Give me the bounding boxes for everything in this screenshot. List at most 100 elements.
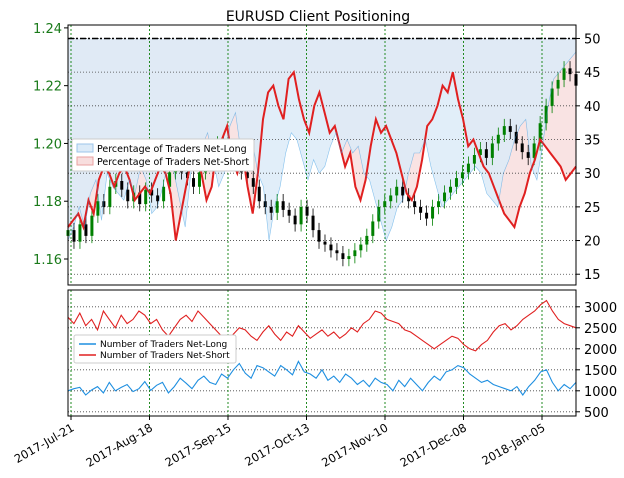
- candle-body-7: [108, 186, 112, 207]
- left-tick-label-1: 1.18: [33, 195, 62, 210]
- top-panel: 1.16 1.18 1.20 1.22 1.24 15 20 25 30 35 40 45 50 Pe…: [33, 22, 601, 286]
- legend-label-short: Percentage of Traders Net-Short: [97, 157, 249, 168]
- candle-body-62: [437, 201, 441, 207]
- x-tick-label-6: 2018-Jan-05: [479, 420, 547, 467]
- bottom-panel: 500 1000 1500 2000 2500 3000 Number of Trader…: [67, 289, 617, 421]
- candle-body-53: [383, 201, 387, 207]
- candle-body-22: [197, 172, 201, 187]
- candle-body-71: [490, 143, 494, 158]
- bottom-right-tick-label-5: 3000: [584, 301, 617, 316]
- candle-body-31: [251, 178, 255, 187]
- right-tick-label-3: 30: [584, 167, 601, 182]
- candle-body-84: [568, 68, 572, 75]
- top-panel-frame: [67, 24, 577, 286]
- bottom-panel-frame: [67, 289, 577, 417]
- bottom-series-lines: [67, 299, 577, 396]
- candle-body-16: [162, 186, 166, 202]
- candle-body-37: [287, 209, 291, 216]
- candle-body-43: [323, 241, 327, 245]
- candle-body-30: [245, 172, 249, 179]
- candle-body-10: [126, 189, 130, 202]
- bottom-legend-label-long: Number of Traders Net-Long: [100, 340, 227, 350]
- candle-body-14: [150, 189, 154, 196]
- right-tick-label-4: 35: [584, 134, 601, 149]
- candle-body-35: [275, 201, 279, 213]
- right-tick-label-6: 45: [584, 66, 601, 81]
- candle-body-64: [448, 186, 452, 193]
- candle-body-77: [526, 152, 530, 158]
- bottom-right-tick-label-1: 1000: [584, 385, 617, 400]
- candle-body-68: [472, 155, 476, 164]
- left-axis: 1.16 1.18 1.20 1.22 1.24: [33, 22, 68, 268]
- candle-body-79: [538, 123, 542, 144]
- legend-box: [71, 138, 255, 172]
- candle-body-75: [514, 131, 518, 144]
- top-grid: [68, 25, 576, 285]
- candle-body-61: [431, 207, 435, 219]
- candle-body-50: [365, 235, 369, 245]
- candle-body-58: [413, 201, 417, 207]
- left-tick-label-3: 1.22: [33, 80, 62, 95]
- candle-body-82: [556, 79, 560, 89]
- candle-body-4: [90, 215, 94, 236]
- candle-body-60: [425, 212, 429, 219]
- legend-label-long: Percentage of Traders Net-Long: [97, 144, 247, 155]
- candle-body-83: [562, 68, 566, 80]
- right-tick-label-2: 25: [584, 201, 601, 216]
- candle-body-5: [96, 201, 100, 216]
- candle-body-78: [532, 143, 536, 158]
- bottom-legend-label-short: Number of Traders Net-Short: [100, 351, 230, 361]
- x-tick-label-2: 2017-Sep-15: [163, 420, 234, 469]
- candle-body-36: [281, 201, 285, 210]
- candle-body-74: [508, 126, 512, 132]
- x-tick-label-5: 2017-Dec-08: [398, 420, 469, 469]
- bottom-grid: [68, 290, 576, 416]
- candle-body-12: [138, 192, 142, 205]
- candle-body-13: [144, 189, 148, 205]
- right-tick-label-5: 40: [584, 100, 601, 115]
- candle-body-76: [520, 143, 524, 153]
- candle-body-2: [78, 224, 82, 242]
- candle-body-1: [72, 230, 76, 242]
- candle-body-55: [395, 186, 399, 196]
- candle-body-40: [305, 207, 309, 216]
- bottom-right-tick-label-0: 500: [584, 406, 609, 421]
- right-tick-label-1: 20: [584, 235, 601, 250]
- candle-body-15: [156, 195, 160, 202]
- bottom-legend-box: [73, 334, 237, 364]
- candle-body-34: [269, 207, 273, 213]
- candle-body-63: [443, 192, 447, 202]
- candle-body-66: [460, 172, 464, 179]
- x-tick-label-4: 2017-Nov-10: [319, 420, 390, 469]
- right-axis: 15 20 25 30 35 40 45 50: [576, 32, 601, 283]
- bottom-right-tick-label-3: 2000: [584, 343, 617, 358]
- candle-body-46: [341, 253, 345, 259]
- legend-swatch-short: [76, 156, 94, 166]
- candle-body-17: [168, 172, 172, 187]
- candle-body-48: [353, 250, 357, 257]
- candle-body-6: [102, 201, 106, 207]
- candle-body-32: [257, 186, 261, 202]
- right-tick-label-7: 50: [584, 32, 601, 47]
- candle-body-69: [478, 149, 482, 155]
- x-tick-label-1: 2017-Aug-18: [84, 420, 155, 469]
- net-long-line: [67, 51, 577, 242]
- bottom-right-axis: 500 1000 1500 2000 2500 3000: [576, 301, 617, 421]
- candle-body-80: [544, 105, 548, 124]
- candle-body-47: [347, 256, 351, 259]
- candle-body-9: [120, 181, 124, 190]
- candle-body-42: [317, 230, 321, 242]
- candle-body-44: [329, 244, 333, 251]
- candle-body-72: [496, 134, 500, 144]
- top-legend: Percentage of Traders Net-Long Percentage…: [71, 138, 255, 172]
- candle-body-56: [401, 186, 405, 196]
- legend-swatch-long: [76, 143, 94, 153]
- left-tick-label-2: 1.20: [33, 137, 62, 152]
- candle-body-45: [335, 250, 339, 254]
- candle-body-59: [419, 207, 423, 213]
- traders-net-short-line: [67, 299, 577, 352]
- traders-net-long-line: [67, 360, 577, 396]
- candle-body-73: [502, 126, 506, 135]
- bottom-right-tick-label-2: 1500: [584, 364, 617, 379]
